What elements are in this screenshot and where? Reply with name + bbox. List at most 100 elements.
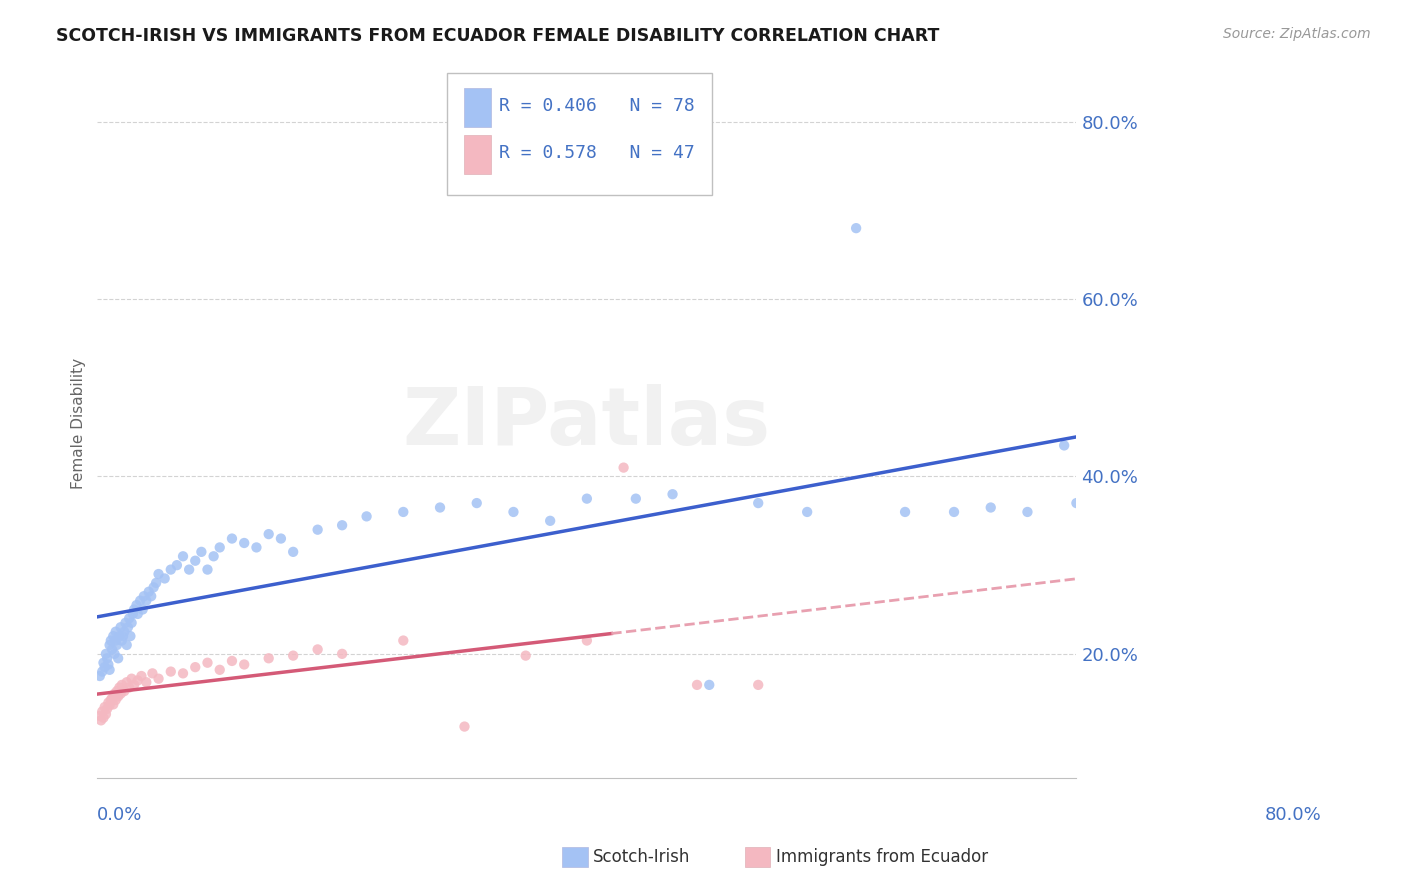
Point bbox=[453, 720, 475, 734]
Point bbox=[245, 541, 267, 555]
Point bbox=[613, 460, 636, 475]
Point bbox=[202, 549, 225, 564]
Point bbox=[1017, 505, 1039, 519]
Point bbox=[121, 615, 143, 630]
Point bbox=[142, 580, 165, 594]
Point bbox=[392, 505, 415, 519]
Point bbox=[283, 545, 305, 559]
Point bbox=[429, 500, 451, 515]
Point bbox=[502, 505, 524, 519]
Point bbox=[104, 633, 127, 648]
Point bbox=[283, 648, 305, 663]
Point bbox=[127, 673, 149, 688]
Point bbox=[101, 642, 124, 657]
Point bbox=[233, 536, 256, 550]
Point bbox=[98, 663, 121, 677]
Point bbox=[515, 648, 537, 663]
Point bbox=[943, 505, 966, 519]
Text: R = 0.406   N = 78: R = 0.406 N = 78 bbox=[499, 97, 695, 115]
Text: Scotch-Irish: Scotch-Irish bbox=[593, 848, 690, 866]
Point bbox=[103, 629, 125, 643]
Point bbox=[105, 638, 128, 652]
Point bbox=[159, 665, 181, 679]
Point bbox=[120, 629, 142, 643]
Point bbox=[108, 681, 131, 695]
Point bbox=[179, 563, 201, 577]
Point bbox=[118, 681, 141, 695]
Point bbox=[93, 700, 115, 714]
Point bbox=[894, 505, 917, 519]
Point bbox=[89, 709, 111, 723]
Point bbox=[141, 666, 163, 681]
Point bbox=[575, 633, 598, 648]
Point bbox=[1053, 438, 1076, 452]
Point bbox=[115, 638, 138, 652]
Point bbox=[148, 672, 170, 686]
Point bbox=[100, 633, 122, 648]
Point bbox=[166, 558, 188, 573]
Point bbox=[153, 572, 176, 586]
FancyBboxPatch shape bbox=[447, 73, 713, 194]
Point bbox=[112, 684, 135, 698]
Point bbox=[141, 589, 163, 603]
Point bbox=[221, 654, 243, 668]
Point bbox=[107, 690, 129, 704]
Point bbox=[221, 532, 243, 546]
Point bbox=[122, 678, 145, 692]
Point bbox=[796, 505, 818, 519]
Point bbox=[122, 602, 145, 616]
Point bbox=[131, 669, 153, 683]
Point bbox=[110, 687, 132, 701]
Point bbox=[104, 693, 127, 707]
Point bbox=[1066, 496, 1088, 510]
Point bbox=[89, 669, 111, 683]
Point bbox=[111, 678, 134, 692]
Point bbox=[97, 657, 120, 672]
Point bbox=[112, 629, 135, 643]
FancyBboxPatch shape bbox=[464, 135, 491, 174]
Point bbox=[159, 563, 181, 577]
Point bbox=[747, 496, 769, 510]
Point bbox=[845, 221, 868, 235]
Point bbox=[184, 660, 207, 674]
Point bbox=[270, 532, 292, 546]
Point bbox=[172, 666, 194, 681]
Point bbox=[94, 707, 117, 722]
Text: 80.0%: 80.0% bbox=[1264, 806, 1322, 824]
Point bbox=[172, 549, 194, 564]
Point bbox=[197, 563, 219, 577]
Point bbox=[115, 675, 138, 690]
Point bbox=[117, 620, 139, 634]
Point bbox=[121, 607, 143, 621]
Point bbox=[132, 589, 155, 603]
Point bbox=[94, 647, 117, 661]
Point bbox=[96, 651, 118, 665]
Text: ZIPatlas: ZIPatlas bbox=[402, 384, 770, 462]
Point bbox=[112, 624, 135, 639]
Point bbox=[98, 638, 121, 652]
Point bbox=[127, 607, 149, 621]
Text: Source: ZipAtlas.com: Source: ZipAtlas.com bbox=[1223, 27, 1371, 41]
Point bbox=[90, 714, 112, 728]
Point bbox=[197, 656, 219, 670]
Point bbox=[110, 620, 132, 634]
Point bbox=[257, 651, 280, 665]
Text: R = 0.578   N = 47: R = 0.578 N = 47 bbox=[499, 144, 695, 162]
Point bbox=[96, 702, 118, 716]
Point bbox=[148, 567, 170, 582]
Point bbox=[980, 500, 1002, 515]
Point bbox=[111, 633, 134, 648]
Point bbox=[103, 647, 125, 661]
Point bbox=[100, 693, 122, 707]
Point bbox=[575, 491, 598, 506]
Point bbox=[101, 691, 124, 706]
Point bbox=[114, 615, 136, 630]
Text: Immigrants from Ecuador: Immigrants from Ecuador bbox=[776, 848, 988, 866]
Point bbox=[208, 663, 231, 677]
Point bbox=[91, 665, 114, 679]
Point bbox=[208, 541, 231, 555]
Point bbox=[184, 554, 207, 568]
Point bbox=[97, 696, 120, 710]
Point bbox=[747, 678, 769, 692]
Point bbox=[145, 575, 167, 590]
